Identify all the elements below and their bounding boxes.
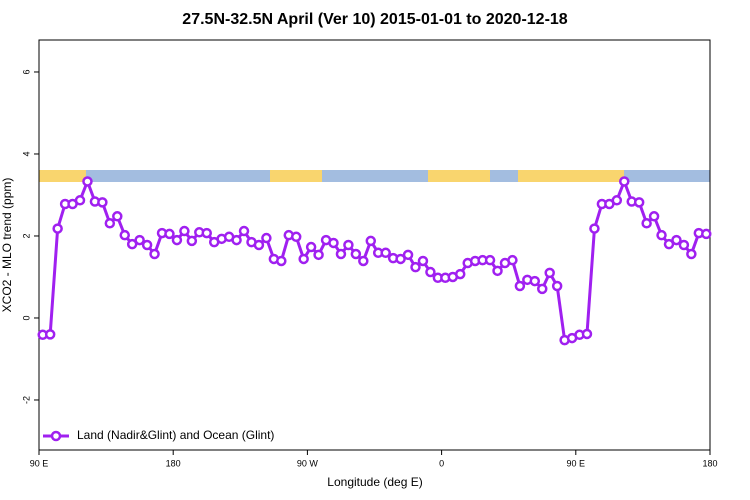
point — [201, 227, 212, 239]
point — [537, 283, 548, 295]
y-tick-label: -2 — [21, 396, 31, 404]
point — [581, 328, 593, 340]
y-tick-label: 6 — [21, 69, 31, 74]
point — [529, 275, 541, 287]
point — [648, 211, 660, 222]
land — [270, 170, 322, 182]
point — [179, 225, 190, 237]
point — [410, 261, 421, 273]
land-ocean-strip — [39, 170, 710, 182]
point — [551, 280, 563, 292]
point — [402, 249, 414, 261]
point — [380, 247, 391, 259]
point — [484, 254, 496, 266]
point — [126, 238, 138, 250]
y-tick-label: 4 — [21, 151, 31, 156]
legend-label: Land (Nadir&Glint) and Ocean (Glint) — [77, 428, 274, 442]
point — [97, 197, 108, 208]
point — [701, 228, 712, 240]
point — [82, 176, 93, 187]
point — [186, 235, 198, 247]
land — [39, 170, 86, 182]
point — [74, 195, 86, 206]
point — [678, 239, 690, 251]
point — [231, 234, 242, 246]
point — [164, 228, 175, 240]
point — [544, 267, 555, 279]
point — [395, 253, 406, 265]
point — [358, 255, 369, 267]
point — [619, 176, 630, 187]
point — [507, 254, 518, 266]
x-tick-label: 90 E — [30, 458, 49, 468]
point — [52, 223, 63, 234]
x-tick-label: 180 — [702, 458, 717, 468]
point — [611, 195, 623, 206]
point — [328, 237, 339, 249]
point — [290, 231, 302, 243]
point — [313, 249, 324, 261]
x-tick-label: 90 W — [297, 458, 319, 468]
point — [112, 211, 123, 222]
x-tick-label: 90 E — [567, 458, 586, 468]
point — [149, 248, 160, 260]
point — [417, 255, 429, 267]
y-tick-label: 0 — [21, 315, 31, 320]
land — [518, 170, 624, 182]
land — [428, 170, 490, 182]
point — [305, 241, 317, 253]
point — [589, 223, 600, 234]
point — [663, 238, 675, 250]
y-axis-label: XCO2 - MLO trend (ppm) — [0, 178, 14, 313]
point — [238, 225, 250, 237]
point — [492, 265, 503, 277]
point — [633, 197, 645, 208]
point — [171, 234, 183, 246]
point — [365, 235, 377, 247]
point — [119, 229, 130, 241]
point — [276, 255, 287, 267]
x-tick-label: 0 — [439, 458, 444, 468]
point — [134, 234, 145, 246]
chart-title: 27.5N-32.5N April (Ver 10) 2015-01-01 to… — [182, 11, 568, 28]
point — [514, 280, 526, 292]
point — [141, 239, 153, 251]
x-axis-label: Longitude (deg E) — [327, 475, 422, 489]
point — [425, 266, 436, 278]
point — [350, 248, 362, 260]
point — [298, 253, 309, 265]
point — [335, 248, 347, 260]
plot-frame — [38, 39, 711, 451]
point — [343, 239, 354, 251]
point — [104, 218, 116, 229]
point — [641, 218, 652, 229]
y-tick-label: 2 — [21, 233, 31, 238]
x-tick-label: 180 — [166, 458, 181, 468]
point — [656, 229, 667, 241]
point — [671, 234, 682, 246]
point — [261, 232, 272, 244]
point — [253, 239, 265, 251]
point — [686, 248, 697, 260]
legend-marker — [50, 430, 62, 442]
point — [44, 329, 56, 340]
point — [454, 268, 466, 280]
